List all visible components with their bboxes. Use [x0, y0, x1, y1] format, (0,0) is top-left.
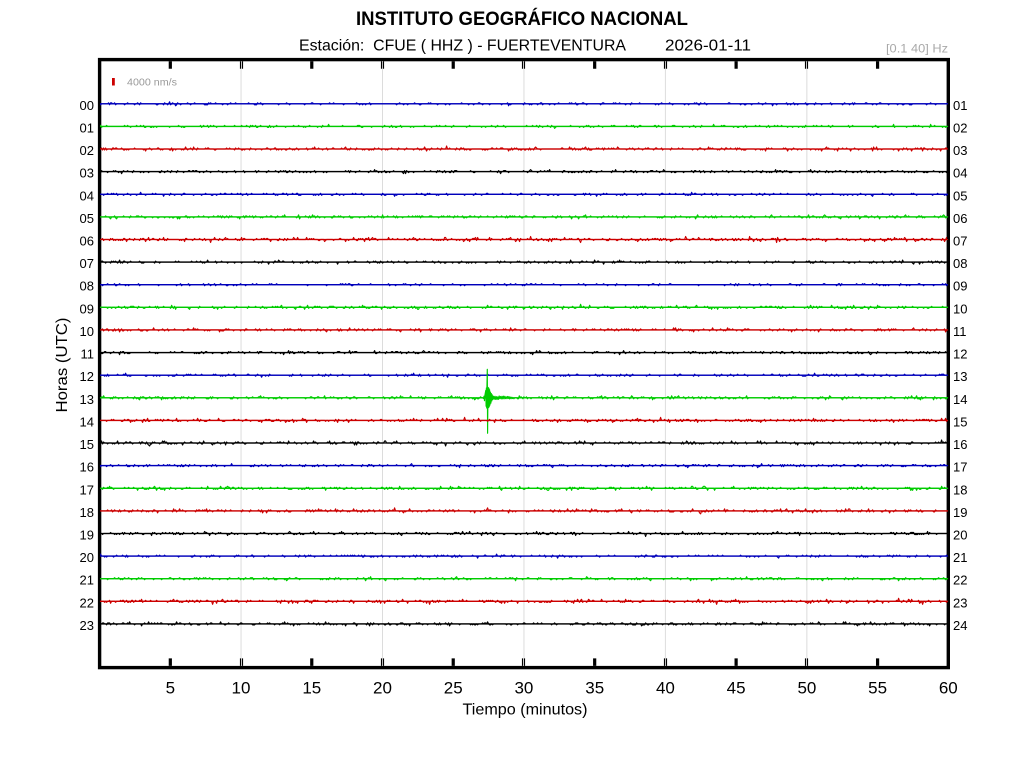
svg-text:02: 02: [953, 120, 967, 135]
svg-text:11: 11: [81, 347, 95, 362]
svg-text:15: 15: [80, 437, 94, 452]
svg-text:60: 60: [939, 679, 958, 698]
svg-text:[0.1 40] Hz: [0.1 40] Hz: [886, 42, 948, 56]
svg-text:23: 23: [80, 618, 94, 633]
svg-text:04: 04: [953, 166, 967, 181]
svg-text:15: 15: [302, 679, 321, 698]
svg-text:20: 20: [80, 550, 94, 565]
svg-text:2026-01-11: 2026-01-11: [665, 38, 751, 55]
svg-text:01: 01: [80, 120, 94, 135]
svg-text:04: 04: [80, 188, 94, 203]
svg-text:03: 03: [80, 166, 94, 181]
svg-text:40: 40: [656, 679, 675, 698]
svg-text:55: 55: [868, 679, 887, 698]
svg-text:07: 07: [80, 256, 94, 271]
svg-text:02: 02: [80, 143, 94, 158]
svg-text:06: 06: [80, 234, 94, 249]
svg-text:14: 14: [80, 414, 94, 429]
svg-text:21: 21: [80, 573, 94, 588]
svg-text:10: 10: [80, 324, 94, 339]
svg-text:10: 10: [953, 301, 967, 316]
svg-text:18: 18: [80, 505, 94, 520]
svg-text:11: 11: [953, 324, 967, 339]
svg-text:22: 22: [80, 595, 94, 610]
svg-text:24: 24: [953, 618, 967, 633]
svg-text:15: 15: [953, 414, 967, 429]
svg-text:50: 50: [797, 679, 816, 698]
svg-text:09: 09: [80, 301, 94, 316]
svg-text:20: 20: [373, 679, 392, 698]
svg-text:18: 18: [953, 482, 967, 497]
svg-text:4000 nm/s: 4000 nm/s: [127, 77, 177, 89]
svg-text:05: 05: [953, 188, 967, 203]
svg-text:Tiempo (minutos): Tiempo (minutos): [463, 702, 588, 719]
svg-text:30: 30: [514, 679, 533, 698]
svg-text:INSTITUTO GEOGRÁFICO NACIONAL: INSTITUTO GEOGRÁFICO NACIONAL: [356, 8, 688, 30]
svg-text:17: 17: [953, 460, 967, 475]
svg-text:12: 12: [953, 347, 967, 362]
svg-text:Horas (UTC): Horas (UTC): [54, 318, 71, 413]
svg-text:19: 19: [953, 505, 967, 520]
svg-text:23: 23: [953, 595, 967, 610]
svg-text:Estación: CFUE ( HHZ ) - FUER: Estación: CFUE ( HHZ ) - FUERTEVENTURA: [299, 38, 626, 55]
svg-text:25: 25: [444, 679, 463, 698]
svg-text:01: 01: [953, 98, 967, 113]
svg-text:16: 16: [953, 437, 967, 452]
svg-text:22: 22: [953, 573, 967, 588]
svg-text:03: 03: [953, 143, 967, 158]
svg-text:5: 5: [166, 679, 175, 698]
svg-text:13: 13: [953, 369, 967, 384]
svg-text:35: 35: [585, 679, 604, 698]
svg-text:07: 07: [953, 234, 967, 249]
svg-text:10: 10: [232, 679, 251, 698]
svg-text:45: 45: [727, 679, 746, 698]
svg-text:08: 08: [953, 256, 967, 271]
svg-text:05: 05: [80, 211, 94, 226]
svg-text:17: 17: [80, 482, 94, 497]
svg-text:21: 21: [953, 550, 967, 565]
svg-text:00: 00: [80, 98, 94, 113]
svg-text:20: 20: [953, 528, 967, 543]
svg-text:13: 13: [80, 392, 94, 407]
svg-text:16: 16: [80, 460, 94, 475]
svg-text:08: 08: [80, 279, 94, 294]
svg-text:09: 09: [953, 279, 967, 294]
svg-text:14: 14: [953, 392, 967, 407]
svg-text:12: 12: [80, 369, 94, 384]
svg-text:19: 19: [80, 528, 94, 543]
svg-text:06: 06: [953, 211, 967, 226]
